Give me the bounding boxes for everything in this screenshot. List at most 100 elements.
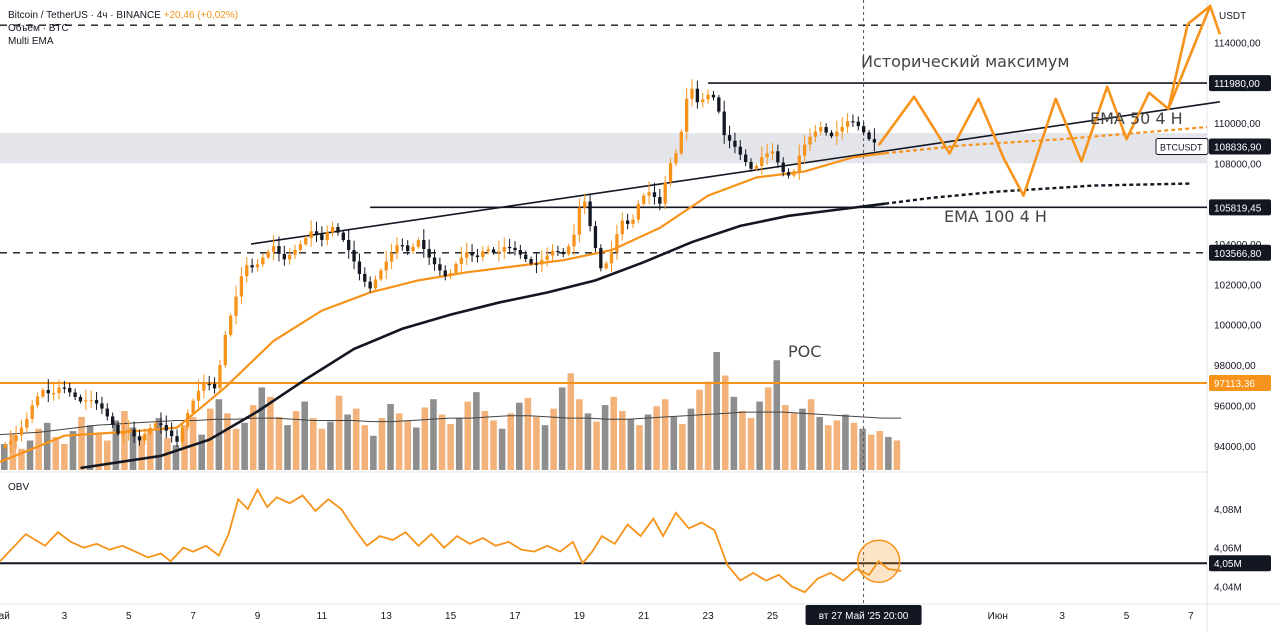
time-tick-label: Июн	[988, 611, 1008, 622]
volume-bar	[249, 405, 257, 470]
symbol-tag-box	[1155, 137, 1209, 155]
obv-tick-label: 4,06M	[1214, 544, 1242, 555]
candle-body	[862, 126, 866, 133]
candle-body	[277, 246, 281, 254]
volume-bar	[533, 416, 540, 470]
time-tick-label: 13	[381, 611, 393, 622]
volume-bar	[78, 416, 85, 470]
volume-bar	[704, 381, 712, 470]
volume-bar	[232, 428, 240, 470]
candle-body	[486, 249, 490, 252]
candle-body	[89, 400, 93, 402]
candle-body	[100, 403, 104, 409]
candle-body	[856, 121, 860, 127]
candle-body	[727, 135, 732, 141]
candle-body	[797, 155, 801, 172]
volume-bar	[404, 420, 411, 470]
candle-body	[288, 254, 292, 260]
volume-bar	[387, 403, 394, 470]
volume-bar	[292, 411, 300, 470]
volume-bar	[679, 423, 686, 470]
ema100-projection	[884, 182, 1191, 205]
candle-body	[572, 234, 576, 247]
time-tick-label: 19	[574, 611, 586, 622]
ascending-trendline	[250, 101, 1220, 245]
volume-bar	[69, 431, 77, 470]
candle-body	[824, 127, 828, 133]
obv-line	[0, 487, 902, 594]
volume-bar	[833, 420, 841, 470]
volume-bar	[618, 411, 626, 470]
candle-body	[261, 257, 265, 265]
volume-bar	[258, 387, 266, 470]
candle-body	[566, 246, 571, 255]
time-tick-label: Май	[0, 611, 10, 622]
candle-body	[35, 396, 40, 406]
candle-body	[373, 279, 378, 289]
volume-bar	[576, 399, 583, 470]
candle-body	[271, 246, 276, 252]
time-axis[interactable]: Май 3 5 7 9 11 13 15 17 19 21 23 25 Июн 3 5 7 вт 27 Май '…	[0, 605, 1194, 625]
candle-body	[223, 334, 227, 366]
currency-label: USDT	[1219, 11, 1246, 22]
price-badge	[1209, 75, 1271, 92]
candle-body	[577, 207, 582, 235]
candle-body	[250, 265, 254, 268]
volume-bar	[18, 448, 25, 470]
volume-bar	[799, 408, 806, 470]
candle-body	[57, 387, 61, 394]
candle-body	[330, 227, 335, 233]
volume-bar	[309, 418, 317, 470]
time-tick-label: 23	[703, 611, 715, 622]
candle-body	[615, 234, 619, 253]
volume-bar	[455, 418, 463, 470]
candle-body	[845, 121, 850, 127]
candle-body	[196, 390, 201, 401]
volume-indicator-label[interactable]: Объём · BTC	[8, 23, 69, 34]
price-tick-label: 102000,00	[1214, 280, 1262, 291]
candle-body	[422, 240, 426, 249]
volume-bar	[61, 444, 68, 470]
candle-body	[679, 131, 683, 154]
ema-indicator-label[interactable]: Multi EMA	[8, 36, 54, 47]
candle-body	[819, 127, 823, 132]
candle-body	[642, 195, 646, 204]
candle-body	[835, 131, 839, 137]
volume-bar	[790, 413, 798, 470]
candle-body	[604, 263, 608, 269]
candle-body	[325, 232, 329, 241]
volume-bar	[507, 413, 514, 470]
volume-bar	[824, 425, 832, 470]
price-axis[interactable]: 4,04M 4,06M 4,08M 4,05M USDT 94000,00 96000,00…	[1155, 11, 1271, 593]
candle-body	[609, 252, 614, 264]
candle-body	[684, 98, 689, 132]
candle-body	[320, 234, 324, 241]
ema50-annotation: EMA 50 4 H	[1090, 109, 1183, 128]
candle-body	[30, 405, 34, 419]
candle-body	[266, 251, 270, 258]
volume-bar	[893, 440, 901, 470]
volume-bar	[670, 416, 678, 470]
volume-bar	[146, 431, 154, 470]
obv-pane: OBV	[0, 482, 1207, 594]
volume-bar	[52, 436, 60, 470]
candle-body	[540, 259, 544, 265]
volume-bar	[816, 416, 823, 470]
chart-legend: Bitcoin / TetherUS · 4ч · BINANCE +20,46…	[8, 9, 238, 48]
candle-body	[599, 248, 603, 269]
ema50-line	[0, 152, 886, 463]
candle-body	[765, 153, 769, 158]
price-badge-label: 108836,90	[1214, 142, 1262, 153]
volume-bar	[601, 405, 609, 470]
volume-bar	[773, 360, 781, 470]
candle-body	[25, 418, 29, 428]
volume-ma-line	[0, 411, 902, 436]
candle-body	[255, 264, 260, 268]
time-tick-label: 5	[1124, 611, 1130, 622]
volume-bar	[550, 408, 557, 470]
candle-body	[218, 365, 222, 389]
price-badge-label: 103566,80	[1214, 249, 1262, 260]
candle-body	[159, 423, 163, 425]
candle-body	[347, 240, 351, 251]
